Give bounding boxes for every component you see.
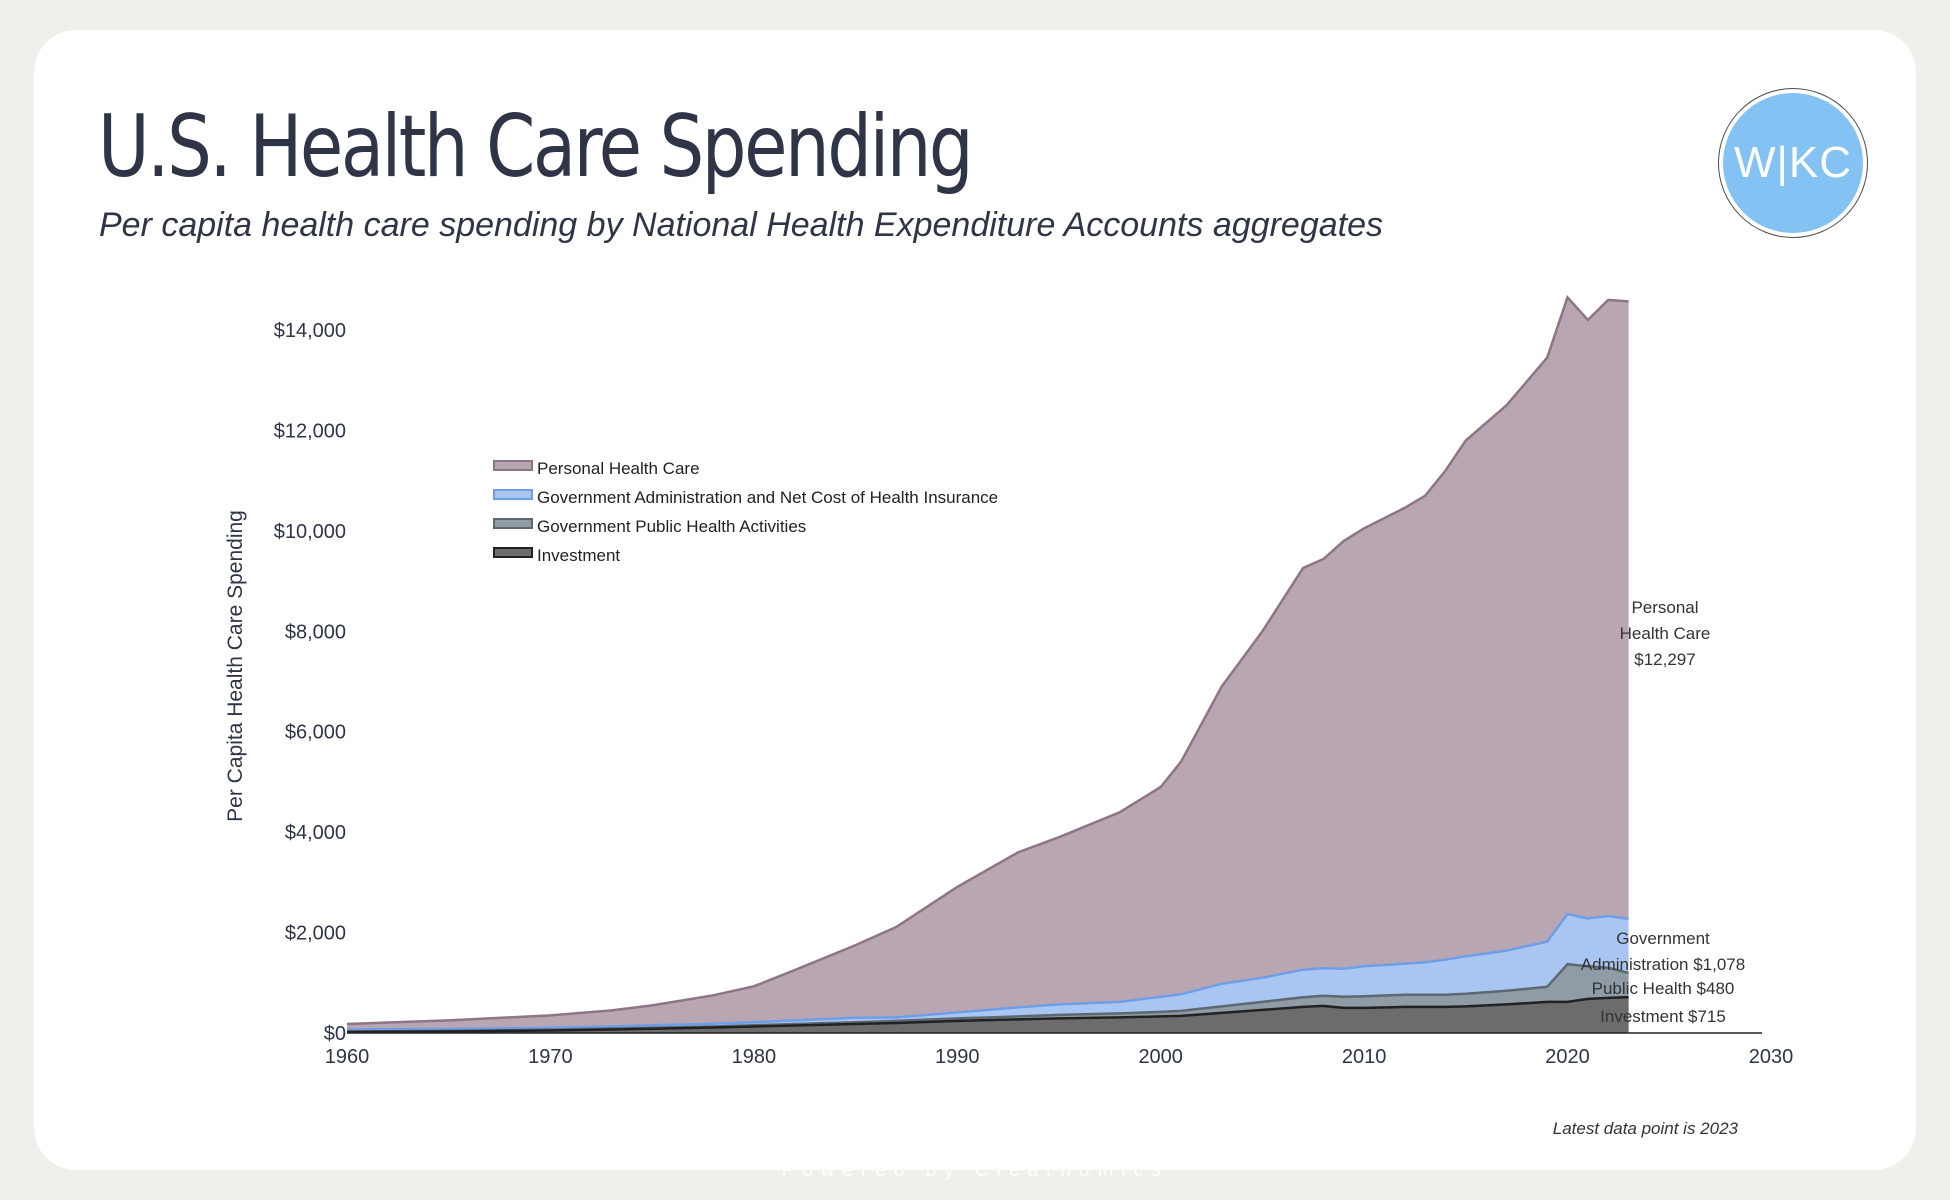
label-personal-health-care: Health Care — [1620, 624, 1711, 643]
gov-admin-area — [347, 914, 1629, 1032]
legend-swatch — [493, 547, 533, 558]
y-tick-label: $8,000 — [285, 621, 346, 643]
legend-investment: Investment — [537, 546, 620, 565]
y-axis-title: Per Capita Health Care Spending — [224, 510, 247, 822]
y-tick-label: $12,000 — [274, 420, 346, 442]
footer-credit: Powered by Clearnomics — [781, 1160, 1169, 1181]
personal-health-care-area — [347, 297, 1629, 1030]
legend-swatch — [493, 489, 533, 500]
legend-personal-health-care: Personal Health Care — [537, 459, 700, 478]
y-tick-label: $4,000 — [285, 822, 346, 844]
legend-public-health: Government Public Health Activities — [537, 517, 806, 536]
investment-area-line — [346, 995, 1629, 1034]
page-title: U.S. Health Care Spending — [98, 97, 974, 197]
data-note: Latest data point is 2023 — [1553, 1119, 1739, 1138]
label-public-health: Public Health $480 — [1592, 979, 1735, 998]
wkc-logo-text: W|KC — [1733, 138, 1853, 187]
x-tick-label: 2030 — [1749, 1046, 1794, 1068]
personal-health-care-area-line — [346, 294, 1629, 1026]
x-tick-label: 2010 — [1342, 1046, 1387, 1068]
label-investment: Investment $715 — [1600, 1007, 1726, 1026]
page-subtitle: Per capita health care spending by Natio… — [99, 206, 1383, 244]
legend-swatch — [493, 518, 533, 529]
wkc-logo-badge: W|KC — [1723, 93, 1863, 233]
legend-gov-admin: Government Administration and Net Cost o… — [537, 488, 998, 507]
x-tick-label: 1990 — [935, 1046, 980, 1068]
x-tick-label: 1960 — [325, 1046, 370, 1068]
chart-legend: Personal Health Care Government Administr… — [493, 459, 998, 565]
y-tick-label: $2,000 — [285, 923, 346, 945]
x-tick-label: 1980 — [732, 1046, 777, 1068]
legend-swatch — [493, 460, 533, 471]
y-tick-label: $0 — [324, 1023, 346, 1045]
y-tick-label: $6,000 — [285, 722, 346, 744]
x-tick-label: 1970 — [528, 1046, 573, 1068]
gov-admin-area-line — [346, 912, 1629, 1031]
y-tick-label: $10,000 — [274, 521, 346, 543]
label-gov-admin: Government — [1616, 929, 1710, 948]
label-personal-health-care: Personal — [1631, 598, 1698, 617]
wkc-logo: W|KC — [1718, 88, 1868, 238]
x-tick-label: 2020 — [1545, 1046, 1590, 1068]
y-tick-label: $14,000 — [274, 320, 346, 342]
investment-area — [347, 997, 1629, 1033]
x-tick-label: 2000 — [1138, 1046, 1183, 1068]
label-personal-health-care: $12,297 — [1634, 650, 1695, 669]
label-gov-admin: Administration $1,078 — [1581, 955, 1745, 974]
